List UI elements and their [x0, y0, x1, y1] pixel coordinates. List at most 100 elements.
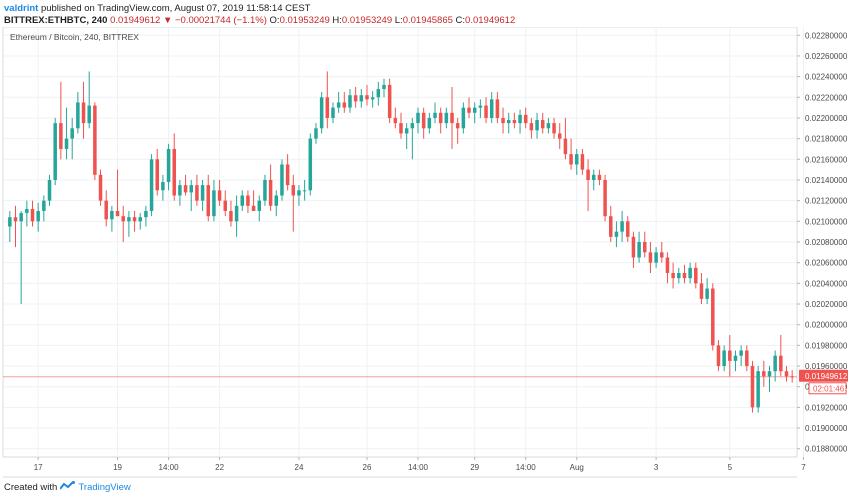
candle-body[interactable] [229, 210, 233, 222]
candle-body[interactable] [161, 182, 165, 191]
candle-body[interactable] [518, 114, 522, 124]
candle-body[interactable] [166, 148, 171, 183]
candle-body[interactable] [342, 102, 347, 108]
candle-body[interactable] [183, 185, 188, 193]
candle-body[interactable] [308, 138, 313, 191]
candle-body[interactable] [506, 120, 511, 124]
candle-body[interactable] [512, 120, 517, 124]
candle-body[interactable] [694, 267, 698, 284]
candle-body[interactable] [779, 355, 783, 372]
candle-body[interactable] [603, 179, 607, 217]
candle-body[interactable] [365, 95, 369, 100]
candle-body[interactable] [574, 154, 579, 165]
candle-body[interactable] [756, 371, 760, 408]
candle-body[interactable] [767, 371, 772, 377]
candle-body[interactable] [750, 366, 755, 408]
candle-body[interactable] [274, 195, 279, 206]
candle-body[interactable] [110, 210, 114, 220]
candle-body[interactable] [540, 120, 545, 129]
candle-body[interactable] [353, 95, 358, 102]
candle-body[interactable] [314, 128, 318, 139]
candle-body[interactable] [331, 107, 335, 118]
candle-body[interactable] [461, 107, 466, 129]
candle-body[interactable] [762, 371, 766, 377]
candle-body[interactable] [416, 112, 420, 124]
candle-body[interactable] [291, 185, 296, 196]
candle-body[interactable] [297, 190, 301, 196]
candle-body[interactable] [212, 190, 216, 217]
candle-body[interactable] [319, 97, 324, 129]
candle-body[interactable] [149, 159, 154, 211]
candle-body[interactable] [597, 174, 602, 180]
candle-body[interactable] [189, 185, 194, 193]
candle-body[interactable] [677, 273, 681, 279]
candle-body[interactable] [121, 216, 125, 222]
candle-body[interactable] [745, 350, 749, 367]
candle-body[interactable] [76, 102, 80, 129]
candle-body[interactable] [47, 179, 52, 201]
candle-body[interactable] [546, 123, 551, 129]
candle-body[interactable] [138, 217, 142, 222]
candle-body[interactable] [25, 208, 29, 214]
candle-body[interactable] [410, 123, 415, 129]
candle-body[interactable] [200, 185, 205, 201]
candle-body[interactable] [563, 138, 568, 155]
candle-body[interactable] [626, 221, 630, 237]
candle-body[interactable] [36, 210, 40, 222]
candle-body[interactable] [336, 102, 341, 108]
candle-body[interactable] [608, 216, 613, 237]
candle-body[interactable] [195, 185, 199, 201]
candle-body[interactable] [132, 217, 137, 222]
candle-body[interactable] [472, 107, 477, 113]
candle-body[interactable] [285, 164, 290, 186]
candle-body[interactable] [569, 154, 573, 165]
candle-body[interactable] [19, 213, 23, 222]
candle-body[interactable] [790, 376, 794, 378]
candle-body[interactable] [13, 217, 18, 222]
candle-body[interactable] [580, 154, 585, 170]
candle-body[interactable] [234, 205, 239, 222]
candle-body[interactable] [393, 117, 398, 124]
candle-body[interactable] [127, 217, 131, 222]
candle-body[interactable] [144, 210, 148, 218]
candle-body[interactable] [552, 123, 556, 134]
candle-body[interactable] [382, 84, 386, 90]
candle-body[interactable] [325, 97, 330, 118]
candle-body[interactable] [501, 117, 505, 124]
candle-body[interactable] [64, 138, 69, 149]
candle-body[interactable] [739, 350, 743, 356]
candle-body[interactable] [699, 283, 704, 299]
candle-body[interactable] [8, 217, 12, 227]
candle-body[interactable] [206, 185, 211, 217]
candle-body[interactable] [178, 185, 182, 196]
candle-body[interactable] [671, 273, 675, 279]
candle-body[interactable] [53, 123, 57, 180]
candle-body[interactable] [784, 371, 789, 377]
candle-body[interactable] [240, 195, 245, 206]
candle-body[interactable] [87, 105, 91, 124]
candle-body[interactable] [455, 123, 460, 129]
price-chart[interactable]: 0.02280000 0.02260000 0.02240000 0.02220000… [0, 27, 850, 479]
candle-body[interactable] [450, 112, 454, 124]
candle-body[interactable] [637, 242, 641, 258]
tradingview-brand[interactable]: TradingView [78, 482, 131, 493]
candle-body[interactable] [376, 89, 381, 98]
candle-body[interactable] [529, 123, 534, 131]
candle-body[interactable] [370, 97, 375, 100]
candle-body[interactable] [172, 148, 176, 196]
candle-body[interactable] [70, 128, 74, 139]
candle-body[interactable] [773, 355, 777, 372]
candle-body[interactable] [438, 112, 443, 124]
candle-body[interactable] [302, 190, 307, 192]
candle-body[interactable] [404, 128, 409, 134]
candle-body[interactable] [93, 105, 97, 175]
candle-body[interactable] [535, 120, 539, 131]
candle-body[interactable] [30, 208, 35, 222]
candle-body[interactable] [705, 288, 709, 299]
candle-body[interactable] [489, 99, 494, 118]
candle-body[interactable] [665, 257, 670, 274]
candle-body[interactable] [728, 350, 732, 361]
tradingview-logo-icon[interactable] [59, 481, 78, 493]
candle-body[interactable] [495, 99, 500, 118]
candle-body[interactable] [722, 350, 726, 367]
